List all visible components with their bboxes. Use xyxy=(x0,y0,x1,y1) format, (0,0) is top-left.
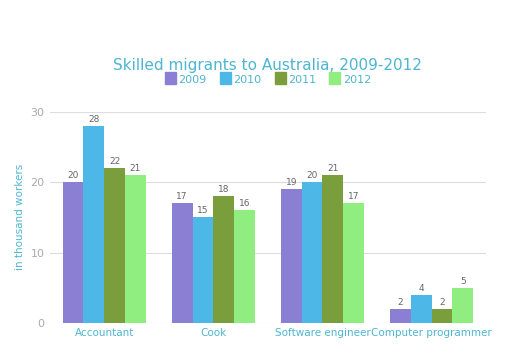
Text: 21: 21 xyxy=(327,164,338,173)
Text: 18: 18 xyxy=(218,185,229,194)
Title: Skilled migrants to Australia, 2009-2012: Skilled migrants to Australia, 2009-2012 xyxy=(114,58,422,73)
Bar xyxy=(234,210,255,323)
Text: 17: 17 xyxy=(348,192,359,201)
Bar xyxy=(343,203,364,323)
Text: 15: 15 xyxy=(197,206,209,215)
Text: 2: 2 xyxy=(439,298,445,307)
Text: 20: 20 xyxy=(67,171,79,180)
Bar xyxy=(214,196,234,323)
Text: 17: 17 xyxy=(177,192,188,201)
Text: 4: 4 xyxy=(418,284,424,293)
Bar xyxy=(172,203,193,323)
Bar xyxy=(125,175,145,323)
Bar xyxy=(302,182,323,323)
Text: 5: 5 xyxy=(460,277,465,286)
Bar xyxy=(323,175,343,323)
Text: 22: 22 xyxy=(109,157,120,166)
Bar xyxy=(104,168,125,323)
Bar xyxy=(411,295,432,323)
Bar xyxy=(83,126,104,323)
Bar xyxy=(281,189,302,323)
Text: 16: 16 xyxy=(239,199,250,208)
Text: 19: 19 xyxy=(286,178,297,187)
Text: 20: 20 xyxy=(306,171,318,180)
Text: 28: 28 xyxy=(88,115,99,124)
Text: 21: 21 xyxy=(130,164,141,173)
Y-axis label: in thousand workers: in thousand workers xyxy=(15,164,25,270)
Legend: 2009, 2010, 2011, 2012: 2009, 2010, 2011, 2012 xyxy=(160,71,375,90)
Bar xyxy=(453,288,473,323)
Bar xyxy=(390,309,411,323)
Bar xyxy=(193,217,214,323)
Bar xyxy=(62,182,83,323)
Bar xyxy=(432,309,453,323)
Text: 2: 2 xyxy=(398,298,403,307)
